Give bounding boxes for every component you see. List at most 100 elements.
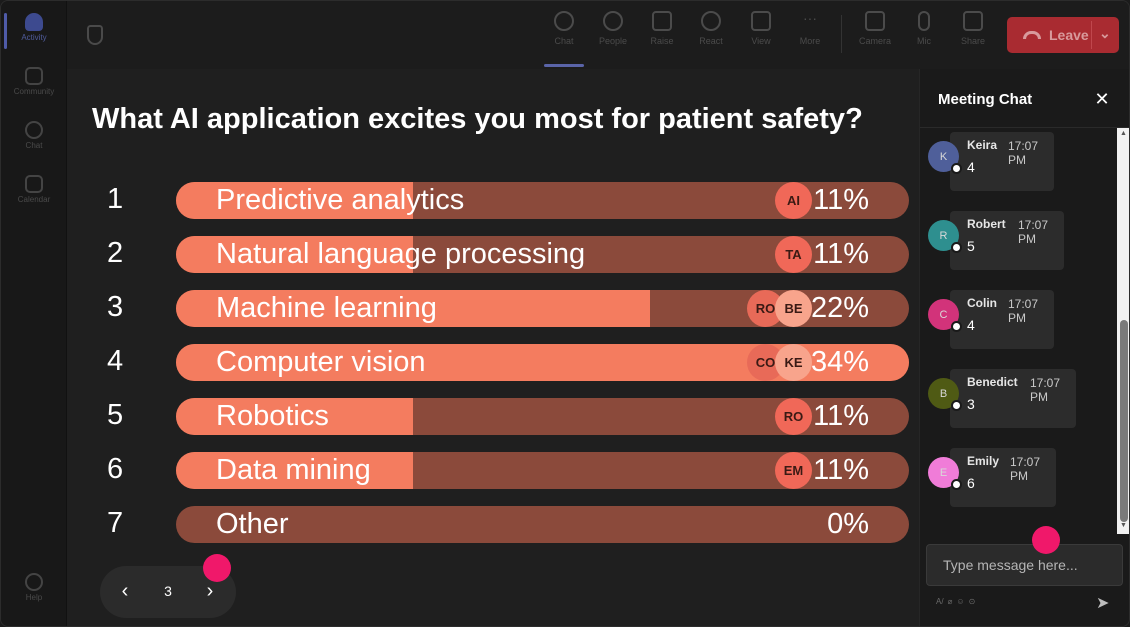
poll-option-row: 3 Machine learning RO BE 22% [67, 290, 919, 328]
result-bar-track [176, 506, 909, 543]
avatar[interactable]: B [928, 378, 959, 409]
toolbar-more-button[interactable]: ··· More [787, 11, 833, 46]
rail-item-calendar[interactable]: Calendar [1, 175, 67, 204]
emoji-icon[interactable]: ☺ [956, 597, 965, 606]
option-number: 1 [107, 183, 124, 215]
option-number: 5 [107, 399, 124, 431]
rail-item-chat[interactable]: Chat [1, 121, 67, 150]
attach-icon[interactable]: ⌀ [947, 597, 953, 606]
page-number: 3 [164, 583, 172, 599]
option-percentage: 11% [813, 184, 869, 216]
voter-avatar: TA [775, 236, 812, 273]
toolbar-separator [841, 15, 842, 53]
smiley-icon [701, 11, 721, 31]
scrollbar-thumb[interactable] [1120, 320, 1128, 522]
message-timestamp: 17:07 PM [1018, 218, 1049, 246]
option-label: Predictive analytics [216, 184, 465, 216]
presence-status-icon [951, 479, 962, 490]
close-icon[interactable]: ✕ [1094, 89, 1110, 109]
scroll-down-arrow-icon[interactable]: ▼ [1120, 522, 1127, 529]
toolbar-label: View [751, 36, 771, 46]
rail-item-help[interactable]: Help [1, 573, 67, 602]
toolbar-label: React [699, 36, 723, 46]
voter-avatar: AI [775, 182, 812, 219]
chat-message: Robert 17:07 PM 5 R [928, 211, 1118, 275]
toolbar-view-button[interactable]: View [738, 11, 784, 46]
option-number: 6 [107, 453, 124, 485]
rail-item-activity[interactable]: Activity [1, 13, 67, 42]
shield-icon [87, 25, 103, 45]
message-bubble: Robert 17:07 PM 5 [950, 211, 1064, 270]
chat-message-list: Keira 17:07 PM 4 K Robert 17:07 PM 5 R Colin 17:0… [920, 128, 1120, 534]
voter-avatar: RO [747, 290, 784, 327]
option-number: 7 [107, 507, 124, 539]
chat-icon [554, 11, 574, 31]
toolbar-label: Raise [650, 36, 674, 46]
message-bubble: Colin 17:07 PM 4 [950, 290, 1054, 349]
poll-option-row: 4 Computer vision CO KE 34% [67, 344, 919, 382]
toolbar-people-button[interactable]: People [590, 11, 636, 46]
hand-icon [652, 11, 672, 31]
option-percentage: 11% [813, 238, 869, 270]
sender-name: Colin [967, 296, 997, 310]
result-bar-fill [176, 398, 414, 435]
result-bar-fill [176, 290, 651, 327]
gif-icon[interactable]: ⊙ [968, 597, 976, 606]
chat-message-input[interactable] [926, 544, 1123, 586]
chat-scrollbar[interactable]: ▲ ▼ [1117, 128, 1129, 534]
poll-option-row: 1 Predictive analytics AI 11% [67, 182, 919, 220]
pointer-indicator [1032, 526, 1060, 554]
message-timestamp: 17:07 PM [1008, 139, 1039, 167]
option-label: Computer vision [216, 346, 426, 378]
option-percentage: 11% [813, 400, 869, 432]
send-icon[interactable]: ➤ [1096, 595, 1110, 612]
camera-icon [865, 11, 885, 31]
toolbar-label: Share [960, 36, 986, 46]
presence-status-icon [951, 242, 962, 253]
message-bubble: Emily 17:07 PM 6 [950, 448, 1056, 507]
option-label: Robotics [216, 400, 329, 432]
message-text: 4 [967, 317, 975, 333]
people-icon [603, 11, 623, 31]
message-bubble: Keira 17:07 PM 4 [950, 132, 1054, 191]
sender-name: Robert [967, 217, 1006, 231]
toolbar-label: Mic [917, 36, 931, 46]
community-icon [25, 67, 43, 85]
toolbar-mic-button[interactable]: Mic [901, 11, 947, 46]
voter-avatar: KE [775, 344, 812, 381]
message-timestamp: 17:07 PM [1010, 455, 1041, 483]
toolbar-react-button[interactable]: React [688, 11, 734, 46]
rail-item-label: Activity [21, 33, 47, 42]
chevron-down-icon[interactable]: ⌄ [1099, 25, 1111, 41]
toolbar-share-button[interactable]: Share [950, 11, 996, 46]
presence-status-icon [951, 321, 962, 332]
toolbar-camera-button[interactable]: Camera [852, 11, 898, 46]
mic-icon [918, 11, 930, 31]
poll-option-row: 6 Data mining EM 11% [67, 452, 919, 490]
toolbar-active-indicator [544, 64, 584, 67]
toolbar-chat-button[interactable]: Chat [541, 11, 587, 46]
option-number: 3 [107, 291, 124, 323]
next-page-button[interactable]: › [206, 580, 214, 602]
scroll-up-arrow-icon[interactable]: ▲ [1120, 130, 1127, 137]
presence-status-icon [951, 400, 962, 411]
sender-name: Benedict [967, 375, 1018, 389]
option-percentage: 22% [810, 292, 869, 324]
pointer-indicator [203, 554, 231, 582]
leave-button[interactable]: Leave ⌄ [1007, 17, 1119, 53]
poll-results-stage: What AI application excites you most for… [67, 69, 919, 626]
format-icon[interactable]: A/ [936, 597, 944, 606]
toolbar-raise-button[interactable]: Raise [639, 11, 685, 46]
sender-name: Emily [967, 454, 1000, 468]
chat-message: Keira 17:07 PM 4 K [928, 132, 1118, 196]
poll-option-row: 5 Robotics RO 11% [67, 398, 919, 436]
rail-item-community[interactable]: Community [1, 67, 67, 96]
chat-icon [25, 121, 43, 139]
option-label: Data mining [216, 454, 371, 486]
app-rail: Activity Community Chat Calendar Help [1, 1, 67, 626]
voter-avatar: BE [775, 290, 812, 327]
result-bar-fill [176, 452, 414, 489]
previous-page-button[interactable]: ‹ [121, 580, 129, 602]
grid-icon [751, 11, 771, 31]
